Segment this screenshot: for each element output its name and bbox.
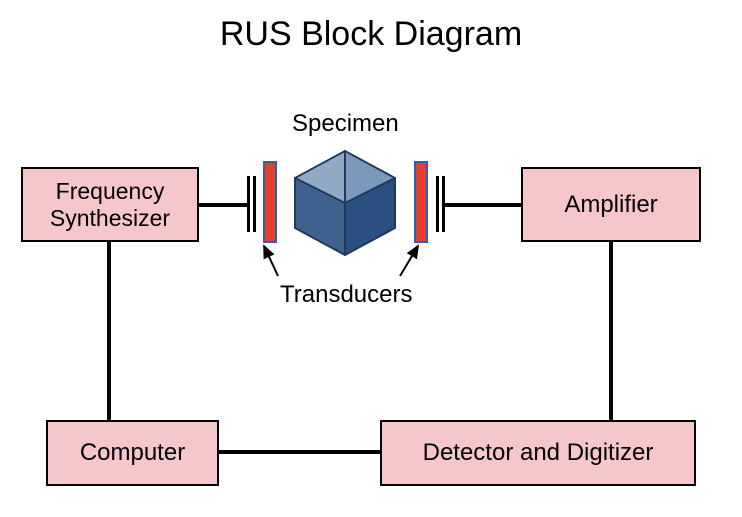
plate-left-inner xyxy=(253,176,256,232)
box-computer: Computer xyxy=(46,420,219,486)
diagram-title: RUS Block Diagram xyxy=(0,15,742,54)
box-amplifier: Amplifier xyxy=(521,167,701,242)
transducer-left-core xyxy=(263,161,277,243)
transducer-right xyxy=(412,161,430,243)
box-frequency-synthesizer-label: Frequency Synthesizer xyxy=(50,178,170,231)
box-computer-label: Computer xyxy=(80,439,185,467)
label-transducers: Transducers xyxy=(280,281,413,309)
box-detector-digitizer: Detector and Digitizer xyxy=(380,420,696,486)
edge-freq-to-computer xyxy=(107,242,111,420)
edge-amp-to-detector xyxy=(609,242,613,420)
box-detector-digitizer-label: Detector and Digitizer xyxy=(423,439,654,467)
edge-right-transducer-to-amp xyxy=(445,203,521,207)
plate-right-outer xyxy=(442,176,445,232)
plate-right-inner xyxy=(436,176,439,232)
box-amplifier-label: Amplifier xyxy=(564,191,657,219)
transducer-right-core xyxy=(414,161,428,243)
arrow-to-left-transducer xyxy=(264,246,278,276)
specimen-cube xyxy=(280,143,410,263)
diagram-stage: RUS Block Diagram Frequency Synthesizer … xyxy=(0,0,742,517)
box-frequency-synthesizer: Frequency Synthesizer xyxy=(21,167,199,242)
edge-computer-to-detector xyxy=(219,450,380,454)
transducer-left xyxy=(261,161,279,243)
plate-left-outer xyxy=(247,176,250,232)
edge-freq-to-left-transducer xyxy=(199,203,247,207)
label-specimen: Specimen xyxy=(292,110,399,138)
